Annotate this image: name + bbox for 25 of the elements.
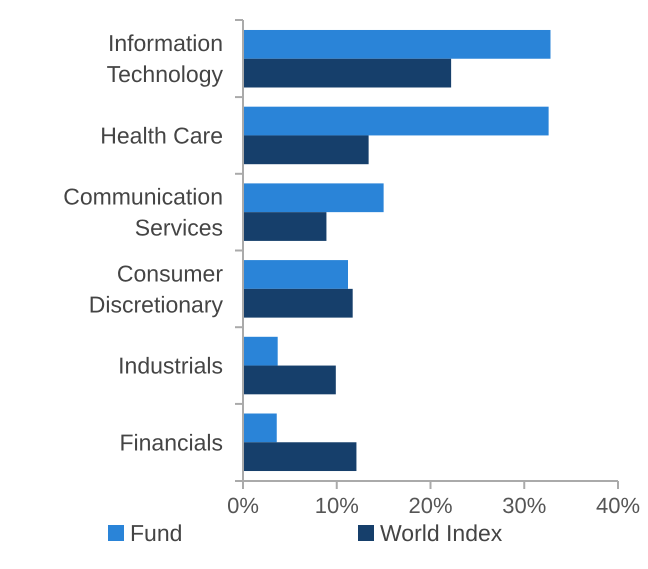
x-tick-label: 40%	[596, 493, 640, 518]
bar	[243, 212, 326, 241]
x-tick-label: 10%	[314, 493, 359, 518]
y-tick-label: Health Care	[100, 122, 223, 148]
bar	[243, 183, 384, 212]
bar	[243, 336, 278, 366]
bar	[243, 58, 452, 88]
bar	[243, 260, 348, 289]
bar	[243, 106, 549, 136]
y-tick-label: Information Technology	[106, 30, 224, 88]
bar	[243, 366, 336, 394]
y-tick-label: Consumer Discretionary	[88, 260, 224, 318]
y-tick-label: Communication Services	[63, 184, 223, 241]
x-tick-label: 0%	[227, 493, 259, 518]
x-tick-label: 30%	[502, 493, 546, 518]
bar	[243, 135, 369, 164]
bar	[243, 442, 356, 472]
legend-label: World Index	[380, 520, 503, 546]
bar	[243, 288, 353, 318]
x-tick-label: 20%	[408, 493, 453, 518]
y-tick-label: Financials	[119, 429, 223, 456]
bar	[243, 414, 277, 442]
bar	[243, 30, 550, 59]
legend-label: Fund	[130, 520, 182, 546]
y-tick-label: Industrials	[118, 352, 223, 379]
